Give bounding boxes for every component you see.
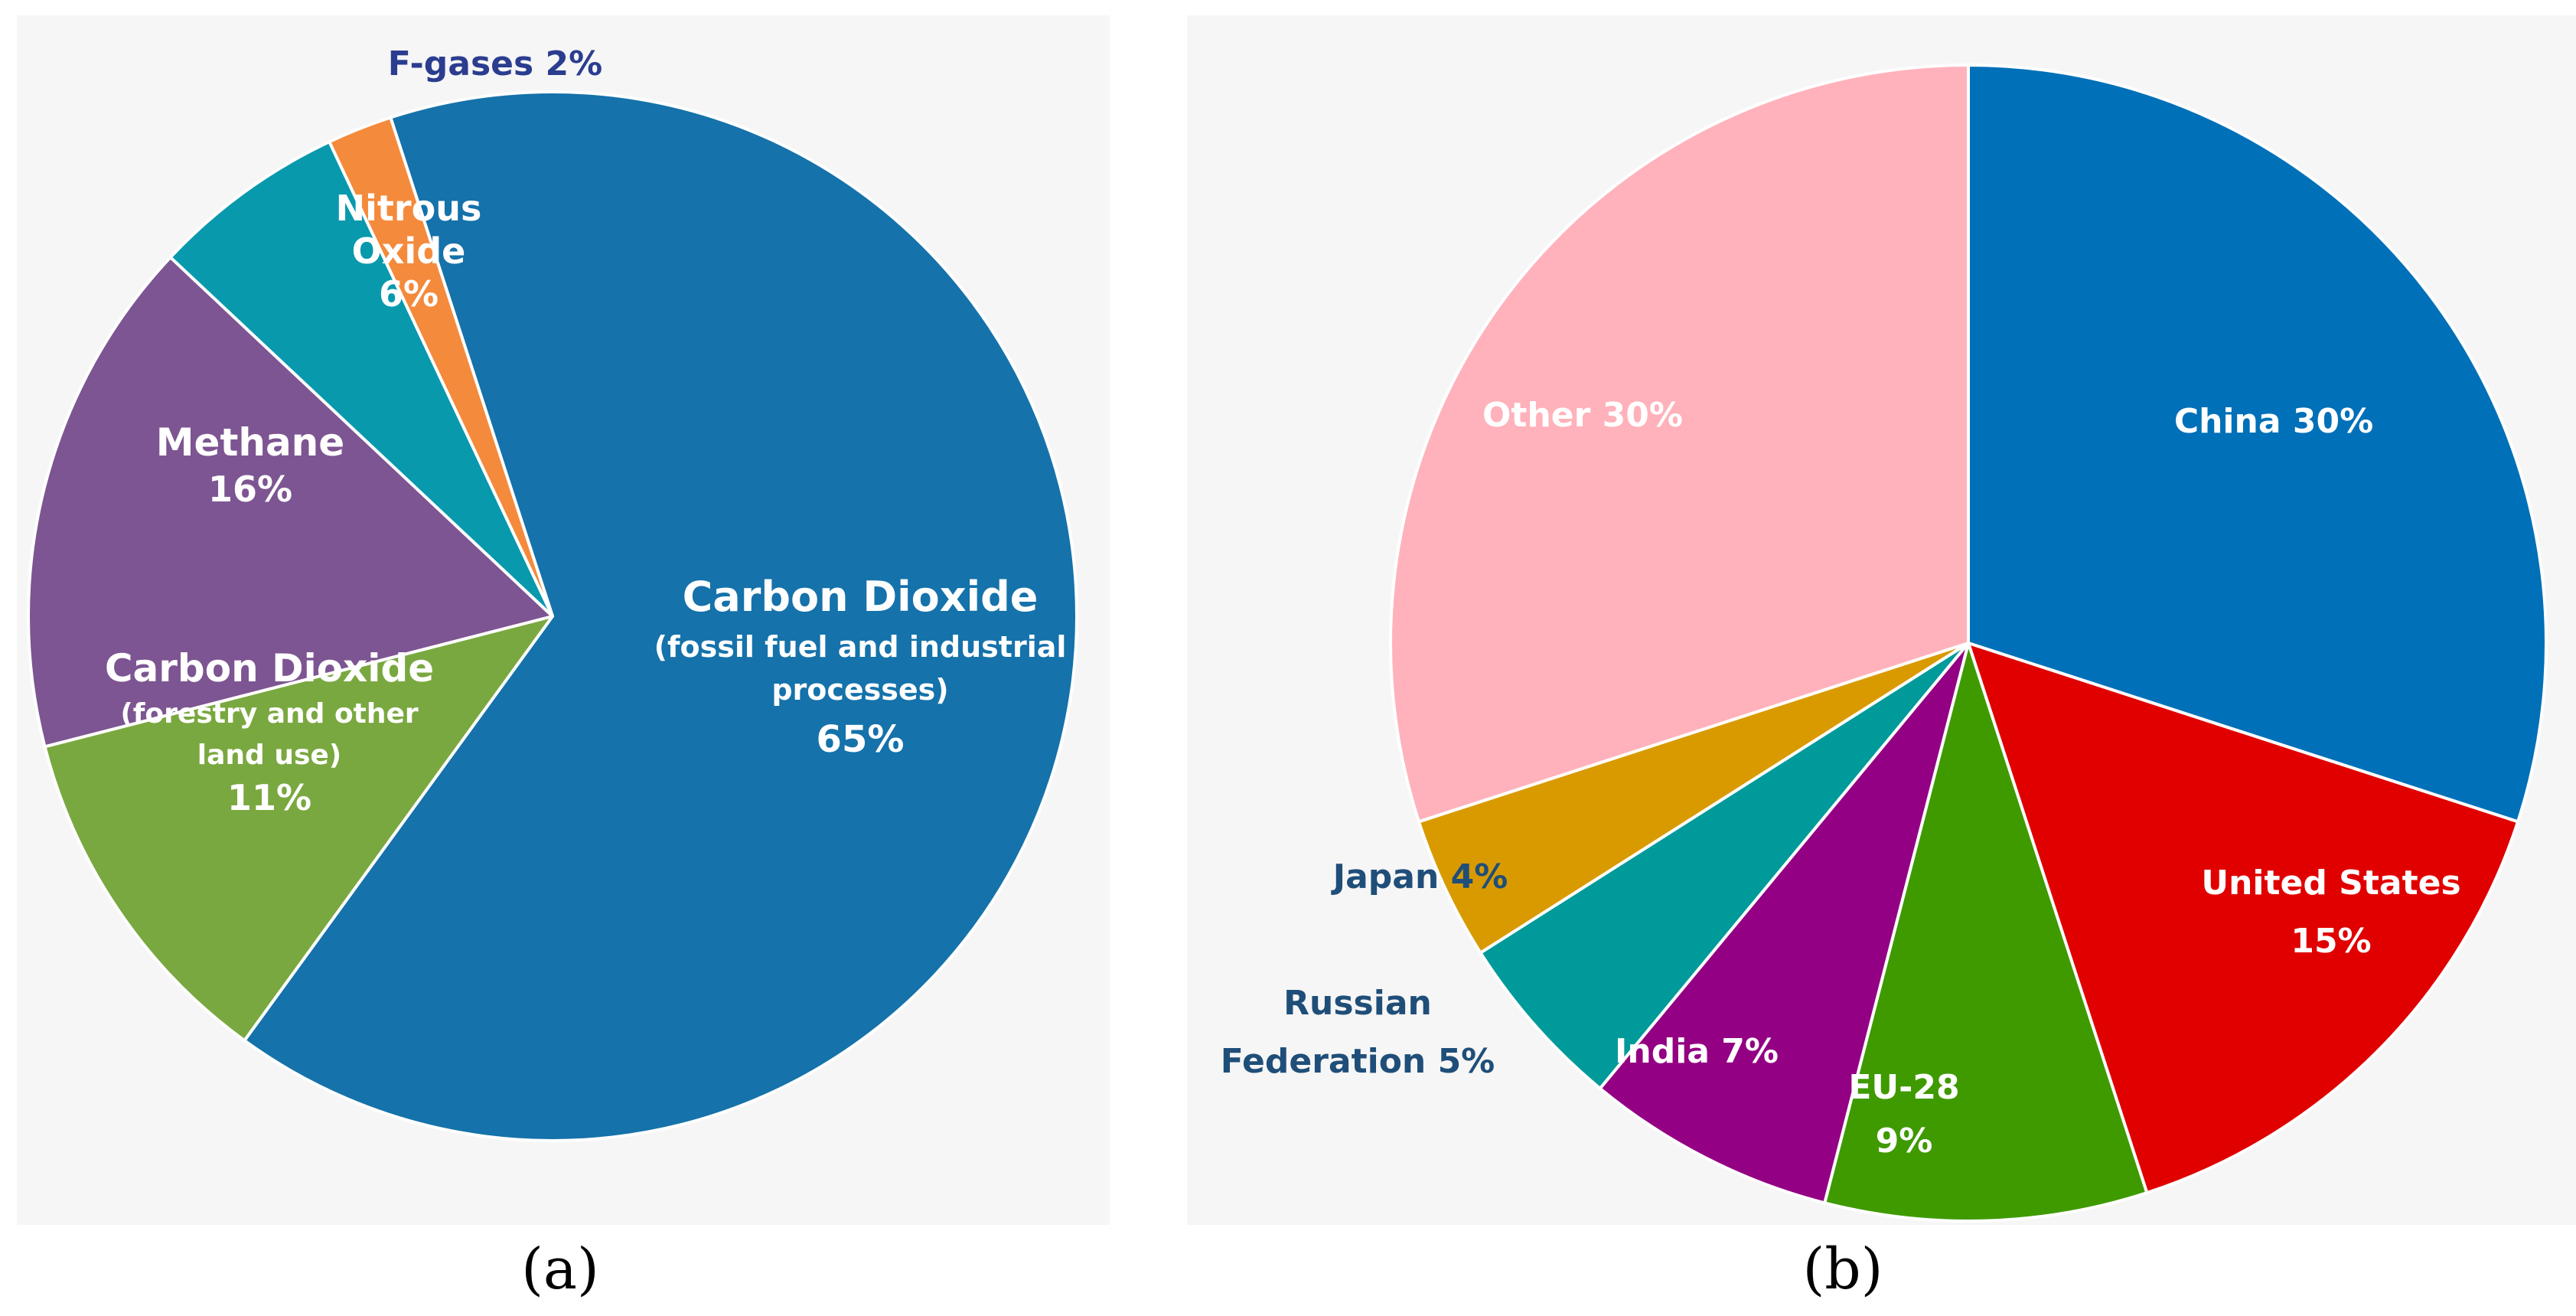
label-carbon-dioxide-fossil-fuel-and-industrial-processes: Carbon Dioxide (fossil fuel and industria… xyxy=(654,573,1067,761)
label-nitrous-oxide: Nitrous Oxide 6% xyxy=(336,188,482,315)
label-line: 15% xyxy=(2291,922,2371,961)
slice-carbon-dioxide-forestry-and-other-land-use xyxy=(43,615,554,1043)
label-line: Carbon Dioxide xyxy=(683,573,1039,621)
slice-japan xyxy=(1417,642,1970,955)
label-line: 6% xyxy=(379,273,439,315)
label-line: Federation 5% xyxy=(1221,1042,1495,1081)
label-line: Oxide xyxy=(352,230,466,272)
label-line: 11% xyxy=(227,777,311,818)
label-line: processes) xyxy=(771,673,948,707)
label-line: 16% xyxy=(208,469,292,510)
slice-india xyxy=(1598,642,1970,1205)
label-line: India 7% xyxy=(1615,1032,1779,1071)
panel-a: Carbon Dioxide (fossil fuel and industria… xyxy=(17,15,1110,1225)
label-line: China 30% xyxy=(2174,402,2373,441)
label-line: land use) xyxy=(197,740,342,771)
label-india: India 7% xyxy=(1615,1032,1779,1071)
label-f-gases: F-gases 2% xyxy=(388,44,602,83)
label-line: Nitrous xyxy=(336,188,482,229)
caption-b: (b) xyxy=(1802,1236,1883,1302)
label-line: (fossil fuel and industrial xyxy=(654,630,1067,664)
slice-united-states xyxy=(1967,642,2520,1195)
label-line: EU-28 xyxy=(1848,1068,1959,1107)
label-line: Russian xyxy=(1283,984,1432,1023)
pie-chart-gases: Carbon Dioxide (fossil fuel and industria… xyxy=(26,44,1078,1142)
panel-b: China 30% United States 15% EU-28 9% India 7%… xyxy=(1187,15,2576,1225)
label-china: China 30% xyxy=(2174,402,2373,441)
label-line: Other 30% xyxy=(1482,396,1683,435)
slice-methane xyxy=(26,256,554,749)
pie-slices xyxy=(26,90,1078,1142)
pie-labels: Carbon Dioxide (fossil fuel and industria… xyxy=(105,44,1067,818)
slice-other xyxy=(1389,64,1970,824)
label-methane: Methane 16% xyxy=(156,420,344,510)
label-line: F-gases 2% xyxy=(388,44,602,83)
pie-chart-countries: China 30% United States 15% EU-28 9% India 7%… xyxy=(1221,64,2548,1223)
label-line: Methane xyxy=(156,420,344,465)
slice-nitrous-oxide xyxy=(168,140,554,618)
slice-f-gases xyxy=(328,116,554,618)
label-other: Other 30% xyxy=(1482,396,1683,435)
slice-china xyxy=(1967,64,2548,824)
slice-russian-federation xyxy=(1479,642,1970,1090)
pie-slices xyxy=(1389,64,2548,1223)
label-russian-federation: Russian Federation 5% xyxy=(1221,984,1495,1081)
label-line: United States xyxy=(2201,864,2460,903)
slice-eu-28 xyxy=(1823,642,2149,1223)
label-carbon-dioxide-forestry-and-other-land-use: Carbon Dioxide (forestry and other land us… xyxy=(105,646,434,818)
slice-carbon-dioxide-fossil-fuel-and-industrial-processes xyxy=(243,90,1078,1142)
label-line: Japan 4% xyxy=(1331,857,1508,896)
pie-labels: China 30% United States 15% EU-28 9% India 7%… xyxy=(1221,396,2461,1161)
label-line: Carbon Dioxide xyxy=(105,646,434,691)
label-line: 9% xyxy=(1876,1122,1933,1161)
label-japan: Japan 4% xyxy=(1331,857,1508,896)
label-line: 65% xyxy=(817,718,905,761)
label-united-states: United States 15% xyxy=(2201,864,2460,961)
caption-a: (a) xyxy=(521,1236,599,1302)
label-line: (forestry and other xyxy=(120,698,419,730)
label-eu-28: EU-28 9% xyxy=(1848,1068,1959,1161)
